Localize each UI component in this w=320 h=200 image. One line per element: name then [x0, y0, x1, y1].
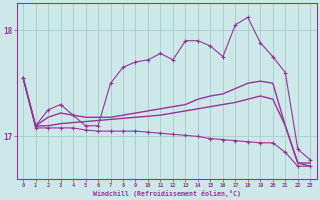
X-axis label: Windchill (Refroidissement éolien,°C): Windchill (Refroidissement éolien,°C): [93, 190, 241, 197]
